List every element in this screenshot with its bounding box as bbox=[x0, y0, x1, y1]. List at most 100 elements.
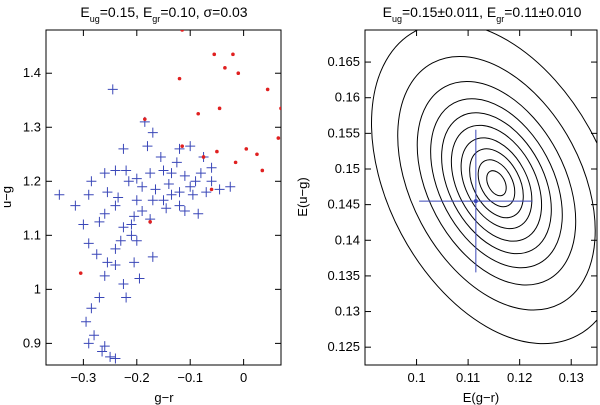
best-fit-point bbox=[473, 199, 478, 204]
left-x-tick-label: 0 bbox=[240, 370, 247, 385]
blue-cross-point bbox=[174, 200, 185, 211]
blue-cross-point bbox=[99, 208, 110, 219]
left-y-tick-label: 1 bbox=[34, 281, 41, 296]
red-dot-point bbox=[217, 106, 222, 111]
right-x-tick-label: 0.12 bbox=[507, 370, 532, 385]
right-x-axis: 0.1 0.11 0.12 0.13 bbox=[408, 30, 584, 385]
right-y-tick-label: 0.125 bbox=[327, 339, 360, 354]
blue-cross-point bbox=[99, 341, 110, 352]
blue-cross-point bbox=[115, 235, 126, 246]
blue-cross-point bbox=[121, 165, 132, 176]
blue-cross-point bbox=[174, 187, 185, 198]
right-y-tick-label: 0.13 bbox=[335, 304, 360, 319]
left-x-axis-label: g−r bbox=[154, 390, 174, 405]
blue-cross-point bbox=[142, 141, 153, 152]
red-dot-point bbox=[260, 168, 265, 173]
red-dot-point bbox=[212, 52, 217, 57]
blue-cross-point bbox=[118, 278, 129, 289]
blue-cross-point bbox=[171, 157, 182, 168]
left-x-tick-label: −0.1 bbox=[177, 370, 203, 385]
right-y-axis: 0.125 0.13 0.135 0.14 0.145 0.15 0.155 0.16 0.16… bbox=[327, 54, 597, 354]
left-y-tick-label: 0.9 bbox=[23, 335, 41, 350]
blue-cross-point bbox=[155, 151, 166, 162]
right-y-tick-label: 0.145 bbox=[327, 197, 360, 212]
blue-cross-point bbox=[161, 203, 172, 214]
blue-cross-point bbox=[131, 235, 142, 246]
left-data-points bbox=[54, 30, 281, 364]
red-dot-point bbox=[231, 52, 235, 57]
blue-cross-point bbox=[123, 176, 134, 187]
blue-cross-point bbox=[91, 249, 102, 260]
blue-cross-point bbox=[225, 181, 236, 192]
red-dot-point bbox=[233, 160, 238, 165]
red-dot-point bbox=[244, 147, 249, 151]
contour-line bbox=[450, 124, 543, 242]
blue-cross-point bbox=[110, 260, 121, 271]
blue-cross-point bbox=[147, 251, 158, 262]
blue-cross-point bbox=[83, 338, 94, 349]
blue-cross-point bbox=[137, 206, 148, 217]
blue-cross-point bbox=[54, 189, 65, 200]
right-x-tick-label: 0.13 bbox=[559, 370, 584, 385]
red-dot-point bbox=[223, 66, 227, 70]
blue-cross-point bbox=[206, 162, 217, 173]
right-x-axis-label: E(g−r) bbox=[463, 390, 499, 405]
red-dot-point bbox=[276, 136, 281, 140]
likelihood-contours bbox=[371, 30, 597, 345]
blue-cross-point bbox=[158, 165, 169, 176]
blue-cross-point bbox=[121, 292, 132, 303]
red-dot-point bbox=[215, 149, 219, 154]
contour-line bbox=[430, 98, 563, 269]
best-fit-marker bbox=[419, 129, 533, 273]
contour-line bbox=[441, 112, 552, 255]
blue-cross-point bbox=[150, 184, 161, 195]
left-x-axis: −0.3 −0.2 −0.1 0 bbox=[71, 30, 247, 385]
left-y-tick-label: 1.2 bbox=[23, 173, 41, 188]
red-dot-point bbox=[265, 87, 270, 92]
blue-cross-point bbox=[129, 257, 140, 268]
right-y-axis-label: E(u−g) bbox=[295, 177, 310, 216]
blue-cross-point bbox=[102, 187, 113, 198]
blue-cross-point bbox=[86, 176, 97, 187]
right-y-tick-label: 0.14 bbox=[335, 232, 360, 247]
contour-line bbox=[371, 30, 597, 345]
red-dot-point bbox=[201, 155, 206, 159]
blue-cross-point bbox=[110, 165, 121, 176]
red-dot-point bbox=[143, 117, 147, 121]
red-dot-point bbox=[279, 106, 281, 111]
blue-cross-point bbox=[166, 168, 177, 179]
blue-cross-point bbox=[185, 141, 196, 152]
blue-cross-point bbox=[185, 181, 196, 192]
right-y-tick-label: 0.16 bbox=[335, 90, 360, 105]
right-x-tick-label: 0.1 bbox=[408, 370, 426, 385]
right-y-tick-label: 0.155 bbox=[327, 125, 360, 140]
contour-line bbox=[486, 170, 507, 197]
right-plot-frame bbox=[364, 29, 598, 366]
blue-cross-point bbox=[105, 351, 116, 362]
blue-cross-point bbox=[187, 189, 198, 200]
blue-cross-point bbox=[113, 192, 124, 203]
blue-cross-point bbox=[129, 211, 140, 222]
right-chart-title: Eug=0.15±0.011, Egr=0.11±0.010 bbox=[383, 4, 582, 24]
right-y-tick-label: 0.165 bbox=[327, 54, 360, 69]
right-contour-panel: Eug=0.15±0.011, Egr=0.11±0.010 0.1 0.11 0.… bbox=[295, 4, 598, 405]
blue-cross-point bbox=[126, 230, 137, 241]
blue-cross-point bbox=[110, 243, 121, 254]
blue-cross-point bbox=[179, 206, 190, 217]
blue-cross-point bbox=[94, 292, 105, 303]
blue-cross-point bbox=[110, 353, 121, 364]
blue-cross-point bbox=[118, 222, 129, 233]
left-x-tick-label: −0.2 bbox=[124, 370, 150, 385]
blue-cross-point bbox=[83, 189, 94, 200]
blue-cross-point bbox=[86, 303, 97, 314]
red-dot-point bbox=[180, 30, 184, 32]
left-y-axis-label: u−g bbox=[0, 186, 14, 208]
left-chart-title: Eug=0.15, Egr=0.10, σ=0.03 bbox=[80, 4, 247, 24]
blue-cross-point bbox=[166, 189, 177, 200]
blue-cross-point bbox=[99, 168, 110, 179]
blue-cross-point bbox=[110, 200, 121, 211]
red-dot-point bbox=[209, 187, 214, 192]
blue-cross-point bbox=[147, 127, 158, 138]
blue-cross-point bbox=[126, 219, 137, 230]
